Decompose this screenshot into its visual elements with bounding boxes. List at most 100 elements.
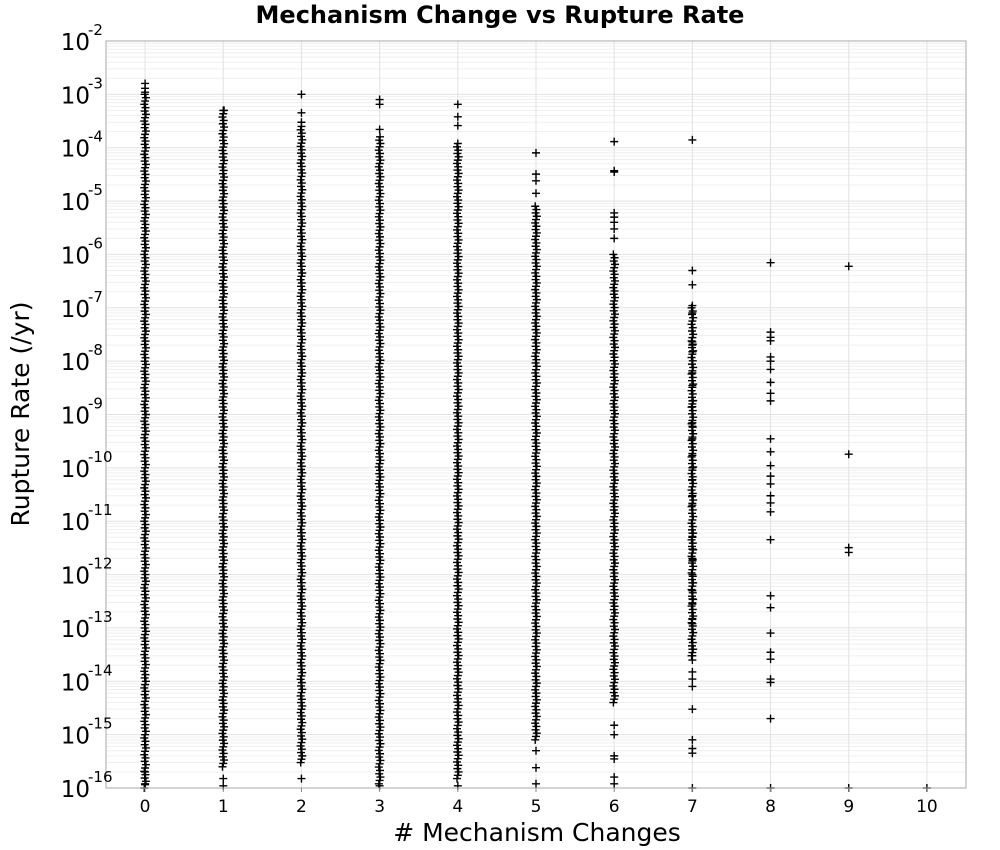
y-tick-base: 10 xyxy=(61,564,90,590)
x-tick-label: 8 xyxy=(765,797,776,817)
y-tick-base: 10 xyxy=(61,617,90,643)
x-tick-label: 10 xyxy=(916,797,938,817)
data-point xyxy=(688,381,697,390)
data-point xyxy=(532,763,540,772)
data-point xyxy=(688,619,697,628)
data-point xyxy=(297,108,306,117)
data-point xyxy=(688,301,697,310)
x-tick-label: 9 xyxy=(843,797,854,817)
data-point xyxy=(453,100,462,109)
y-tick-base: 10 xyxy=(61,724,90,750)
data-point xyxy=(375,100,384,109)
data-point xyxy=(688,570,697,579)
data-point xyxy=(688,578,697,587)
data-point xyxy=(532,189,540,198)
data-point xyxy=(610,721,619,730)
data-point xyxy=(688,135,697,144)
y-tick-base: 10 xyxy=(61,30,90,56)
y-tick-label: 10-6 xyxy=(61,234,103,269)
data-point xyxy=(531,202,540,211)
y-tick-label: 10-4 xyxy=(61,128,103,163)
data-point xyxy=(844,262,853,271)
data-point xyxy=(688,656,697,665)
y-tick-base: 10 xyxy=(61,404,90,430)
y-tick-exponent: -4 xyxy=(88,128,103,146)
y-tick-exponent: -5 xyxy=(88,181,103,199)
data-point xyxy=(688,280,697,289)
y-tick-label: 10-14 xyxy=(61,661,113,696)
data-point xyxy=(688,735,697,744)
y-tick-exponent: -12 xyxy=(88,555,113,573)
y-tick-label: 10-16 xyxy=(61,768,113,803)
y-tick-exponent: -11 xyxy=(88,501,113,519)
data-point xyxy=(297,90,306,99)
x-tick-label: 1 xyxy=(218,797,229,817)
y-tick-base: 10 xyxy=(61,297,90,323)
data-point xyxy=(688,501,697,510)
x-tick-label: 2 xyxy=(296,797,307,817)
data-point xyxy=(766,591,775,600)
y-axis-ticks: 10-1610-1510-1410-1310-1210-1110-1010-91… xyxy=(61,21,113,803)
data-point xyxy=(610,773,619,782)
data-point xyxy=(688,682,697,691)
data-point xyxy=(453,121,462,130)
y-tick-exponent: -10 xyxy=(88,448,113,466)
data-point xyxy=(766,434,775,443)
data-point xyxy=(532,779,540,788)
data-point xyxy=(688,491,697,500)
y-tick-base: 10 xyxy=(61,350,90,376)
data-point xyxy=(766,507,775,516)
data-point xyxy=(688,675,697,684)
y-axis-label: Rupture Rate (/yr) xyxy=(6,302,35,527)
data-point xyxy=(297,774,306,783)
x-tick-label: 7 xyxy=(687,797,698,817)
data-point xyxy=(375,125,384,134)
y-tick-exponent: -6 xyxy=(88,234,103,252)
y-tick-exponent: -7 xyxy=(88,288,103,306)
x-tick-label: 6 xyxy=(609,797,620,817)
data-point xyxy=(532,148,540,157)
data-point xyxy=(453,112,462,121)
data-point xyxy=(688,266,697,275)
data-point xyxy=(688,705,697,714)
data-point xyxy=(688,308,697,317)
data-point xyxy=(766,461,775,470)
data-point xyxy=(688,667,697,676)
y-tick-label: 10-3 xyxy=(61,74,103,109)
data-point xyxy=(688,434,697,443)
data-point xyxy=(376,132,385,141)
y-tick-label: 10-7 xyxy=(61,288,103,323)
data-point xyxy=(688,402,697,411)
data-point xyxy=(766,678,775,687)
chart-title: Mechanism Change vs Rupture Rate xyxy=(256,1,745,29)
data-point xyxy=(844,450,853,459)
y-tick-label: 10-13 xyxy=(61,608,113,643)
data-point xyxy=(610,234,619,243)
data-point xyxy=(766,603,775,612)
data-point xyxy=(766,357,775,366)
data-point xyxy=(610,137,619,146)
data-point xyxy=(688,545,697,554)
data-point xyxy=(532,176,540,185)
data-point xyxy=(688,368,697,377)
data-point xyxy=(610,730,619,739)
y-tick-exponent: -14 xyxy=(88,661,113,679)
data-point xyxy=(766,336,775,345)
y-tick-base: 10 xyxy=(61,83,90,109)
y-tick-exponent: -8 xyxy=(88,341,103,359)
y-tick-exponent: -13 xyxy=(88,608,113,626)
data-point xyxy=(219,774,228,783)
data-point xyxy=(766,472,775,481)
data-point xyxy=(453,139,462,148)
data-point xyxy=(219,106,228,115)
data-point xyxy=(766,655,775,664)
y-tick-base: 10 xyxy=(61,137,90,163)
y-tick-label: 10-9 xyxy=(61,395,103,430)
data-point xyxy=(610,751,619,760)
y-tick-label: 10-12 xyxy=(61,555,113,590)
data-point xyxy=(766,479,775,488)
data-point xyxy=(766,365,775,374)
data-point xyxy=(766,491,775,500)
data-point xyxy=(532,746,540,755)
y-tick-label: 10-15 xyxy=(61,715,113,750)
